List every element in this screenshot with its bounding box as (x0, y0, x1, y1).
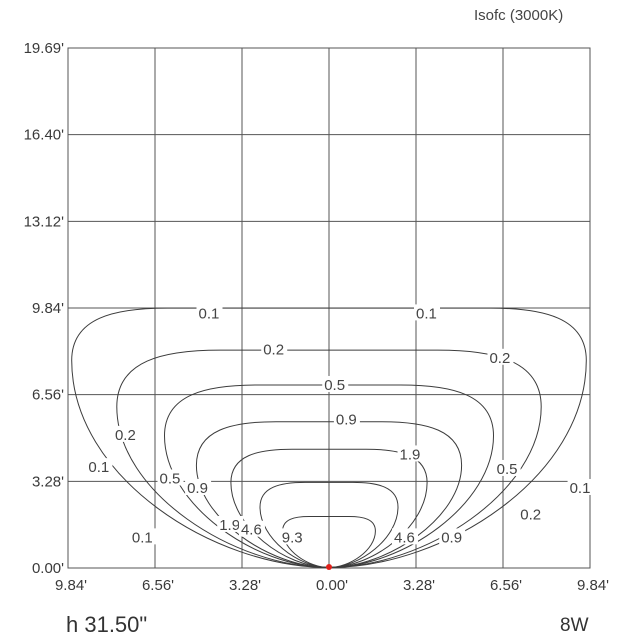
y-tick-label: 16.40' (24, 127, 65, 144)
x-tick-label: 6.56' (490, 577, 522, 594)
contour-label: 0.1 (570, 480, 591, 497)
axis-ticks: 19.69'16.40'13.12'9.84'6.56'3.28'0.00'9.… (24, 40, 610, 594)
light-source-marker (326, 564, 332, 570)
contour-label: 1.9 (219, 517, 240, 534)
iso-curve (282, 516, 376, 568)
contour-label: 0.1 (88, 459, 109, 476)
contour-label: 0.9 (441, 529, 462, 546)
contour-label: 0.1 (132, 529, 153, 546)
wattage-label: 8W (560, 615, 589, 636)
contour-label: 4.6 (394, 529, 415, 546)
contour-label-backing (439, 528, 466, 545)
contour-label-backing (129, 528, 156, 545)
contour-label: 1.9 (400, 446, 421, 463)
y-tick-label: 3.28' (32, 473, 64, 490)
contour-label: 0.2 (520, 506, 541, 523)
contour-label: 0.2 (263, 342, 284, 359)
y-tick-label: 9.84' (32, 300, 64, 317)
iso-curve (116, 349, 542, 568)
x-tick-label: 0.00' (316, 577, 348, 594)
x-tick-label: 9.84' (577, 577, 609, 594)
chart-caption: Isofc (3000K) (474, 7, 564, 24)
contour-label: 0.5 (497, 461, 518, 478)
contour-label-backing (279, 528, 306, 545)
contour-label-backing (518, 505, 545, 522)
iso-curve (71, 307, 587, 568)
y-tick-label: 13.12' (24, 213, 65, 230)
contour-label-backing (487, 348, 514, 365)
contour-label-backing (185, 478, 212, 495)
contour-label: 0.2 (489, 350, 510, 367)
x-tick-label: 9.84' (55, 577, 87, 594)
x-tick-label: 3.28' (403, 577, 435, 594)
contour-label-backing (157, 469, 184, 486)
contour-label: 0.2 (115, 427, 136, 444)
contour-label-backing (261, 340, 288, 357)
contour-label: 0.5 (324, 377, 345, 394)
contour-label-backing (397, 445, 424, 462)
contour-label-backing (567, 478, 594, 495)
y-tick-label: 19.69' (24, 40, 65, 57)
contour-label-backing (391, 528, 418, 545)
contour-label: 0.9 (336, 411, 357, 428)
mounting-height-label: h 31.50" (66, 612, 148, 637)
contour-label-backing (322, 375, 349, 392)
contour-label: 0.1 (416, 305, 437, 322)
contour-label-backing (112, 425, 139, 442)
contour-label-backing (86, 458, 113, 475)
contour-label-backing (217, 515, 244, 532)
contour-label: 9.3 (282, 529, 303, 546)
x-tick-label: 3.28' (229, 577, 261, 594)
contour-label: 0.5 (160, 470, 181, 487)
iso-curve (259, 481, 399, 568)
contour-label: 0.9 (187, 480, 208, 497)
contour-label: 0.1 (199, 305, 220, 322)
contour-labels: 0.1 0.1 0.1 0.1 0.1 0.2 0.2 0.2 0.2 0.5 0.5 0.5 0.9 0… (86, 304, 594, 546)
contour-label-backing (196, 304, 223, 321)
contour-label-backing (238, 520, 265, 537)
x-tick-label: 6.56' (142, 577, 174, 594)
contour-label: 4.6 (241, 522, 262, 539)
contour-label-backing (333, 410, 360, 427)
y-tick-label: 6.56' (32, 387, 64, 404)
y-tick-label: 0.00' (32, 560, 64, 577)
contour-label-backing (414, 304, 440, 321)
contour-label-backing (494, 459, 521, 476)
